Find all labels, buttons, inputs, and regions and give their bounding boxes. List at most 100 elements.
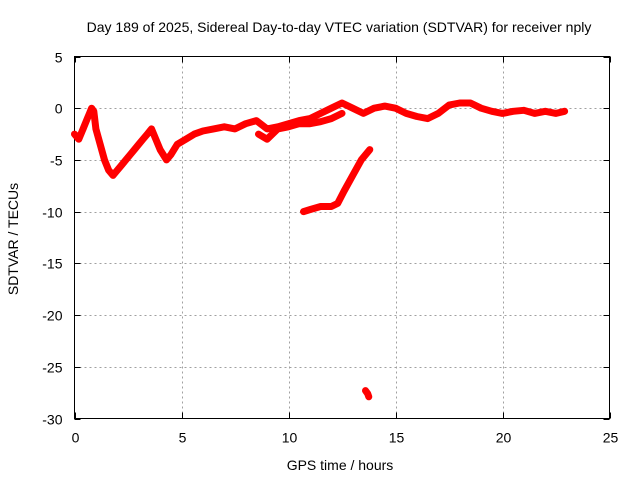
data-point bbox=[285, 123, 292, 130]
x-tick-label: 25 bbox=[603, 430, 619, 446]
data-point bbox=[317, 110, 324, 117]
data-point bbox=[488, 108, 495, 115]
data-point bbox=[97, 141, 104, 148]
y-tick-label: -5 bbox=[50, 153, 63, 169]
data-point bbox=[339, 110, 345, 117]
data-point bbox=[467, 100, 474, 106]
data-point bbox=[210, 125, 217, 132]
data-point bbox=[232, 125, 238, 132]
x-tick-label: 5 bbox=[179, 430, 187, 446]
data-point bbox=[118, 162, 125, 169]
data-point bbox=[531, 110, 538, 117]
data-point bbox=[520, 107, 527, 114]
data-point bbox=[334, 200, 341, 207]
y-tick-label: 0 bbox=[55, 101, 63, 117]
data-point bbox=[110, 172, 116, 179]
data-point bbox=[135, 141, 142, 148]
data-point bbox=[371, 105, 378, 112]
data-point bbox=[553, 110, 559, 117]
data-point bbox=[82, 120, 89, 127]
data-point bbox=[144, 131, 151, 138]
y-tick-label: -30 bbox=[42, 412, 62, 428]
series-outlier bbox=[362, 387, 373, 401]
data-point bbox=[174, 141, 181, 148]
data-point bbox=[101, 156, 108, 163]
data-point bbox=[152, 136, 159, 143]
x-axis-label: GPS time / hours bbox=[287, 457, 394, 473]
data-point bbox=[424, 115, 431, 122]
data-point bbox=[366, 146, 373, 153]
data-point bbox=[317, 118, 324, 125]
axis-ticks: 0 5 10 15 20 25 -30 -25 -20 -15 -10 -5 0 5 bbox=[42, 50, 618, 446]
y-tick-label: -15 bbox=[42, 256, 62, 272]
data-point bbox=[80, 125, 87, 132]
data-point bbox=[306, 206, 313, 213]
data-point bbox=[264, 125, 271, 132]
data-point bbox=[341, 188, 348, 194]
series-lower-trace bbox=[255, 109, 346, 143]
data-point bbox=[191, 131, 198, 138]
data-point bbox=[403, 110, 410, 117]
data-point bbox=[328, 105, 335, 112]
data-point bbox=[328, 115, 335, 122]
data-layer bbox=[71, 99, 569, 401]
data-point bbox=[510, 108, 517, 115]
data-point bbox=[339, 100, 345, 106]
chart-title: Day 189 of 2025, Sidereal Day-to-day VTE… bbox=[87, 19, 592, 35]
data-point bbox=[127, 151, 134, 158]
data-point bbox=[199, 128, 206, 134]
data-point bbox=[90, 108, 97, 115]
data-point bbox=[71, 131, 78, 138]
y-tick-label: -20 bbox=[42, 308, 62, 324]
data-point bbox=[75, 136, 82, 143]
data-point bbox=[435, 110, 442, 117]
data-point bbox=[221, 123, 228, 130]
data-point bbox=[84, 115, 91, 122]
data-point bbox=[317, 203, 324, 210]
data-point bbox=[499, 110, 506, 117]
data-point bbox=[274, 125, 281, 132]
data-point bbox=[148, 125, 155, 132]
x-tick-label: 20 bbox=[496, 430, 512, 446]
data-point bbox=[157, 146, 164, 153]
data-point bbox=[300, 208, 307, 215]
series-main-trace bbox=[71, 99, 569, 179]
y-tick-label: 5 bbox=[55, 50, 63, 66]
series-trace bbox=[71, 99, 569, 179]
data-point bbox=[92, 125, 99, 132]
data-point bbox=[456, 100, 463, 106]
x-tick-label: 10 bbox=[282, 430, 298, 446]
data-point bbox=[163, 156, 170, 163]
data-point bbox=[561, 108, 568, 115]
data-point bbox=[105, 167, 112, 174]
x-tick-label: 15 bbox=[389, 430, 405, 446]
data-point bbox=[182, 136, 189, 143]
data-point bbox=[360, 110, 367, 117]
data-point bbox=[140, 136, 146, 143]
data-point bbox=[264, 136, 271, 143]
data-point bbox=[296, 120, 303, 127]
data-point bbox=[328, 203, 335, 210]
data-point bbox=[478, 105, 485, 112]
data-point bbox=[349, 105, 356, 112]
data-point bbox=[358, 156, 365, 163]
data-point bbox=[392, 105, 399, 112]
y-tick-label: -25 bbox=[42, 360, 62, 376]
y-axis-label: SDTVAR / TECUs bbox=[5, 183, 21, 295]
x-tick-label: 0 bbox=[72, 430, 80, 446]
plot-frame bbox=[74, 56, 610, 419]
data-point bbox=[253, 117, 260, 124]
y-tick-label: -10 bbox=[42, 205, 62, 221]
data-point bbox=[413, 113, 420, 120]
data-point bbox=[381, 103, 388, 110]
data-point bbox=[242, 120, 249, 127]
data-point bbox=[365, 393, 372, 400]
data-point bbox=[255, 131, 262, 138]
series-secondary-trace bbox=[300, 146, 374, 216]
data-point bbox=[349, 172, 356, 179]
data-point bbox=[114, 167, 121, 174]
data-point bbox=[542, 108, 549, 115]
data-point bbox=[167, 151, 174, 158]
data-point bbox=[446, 102, 452, 109]
